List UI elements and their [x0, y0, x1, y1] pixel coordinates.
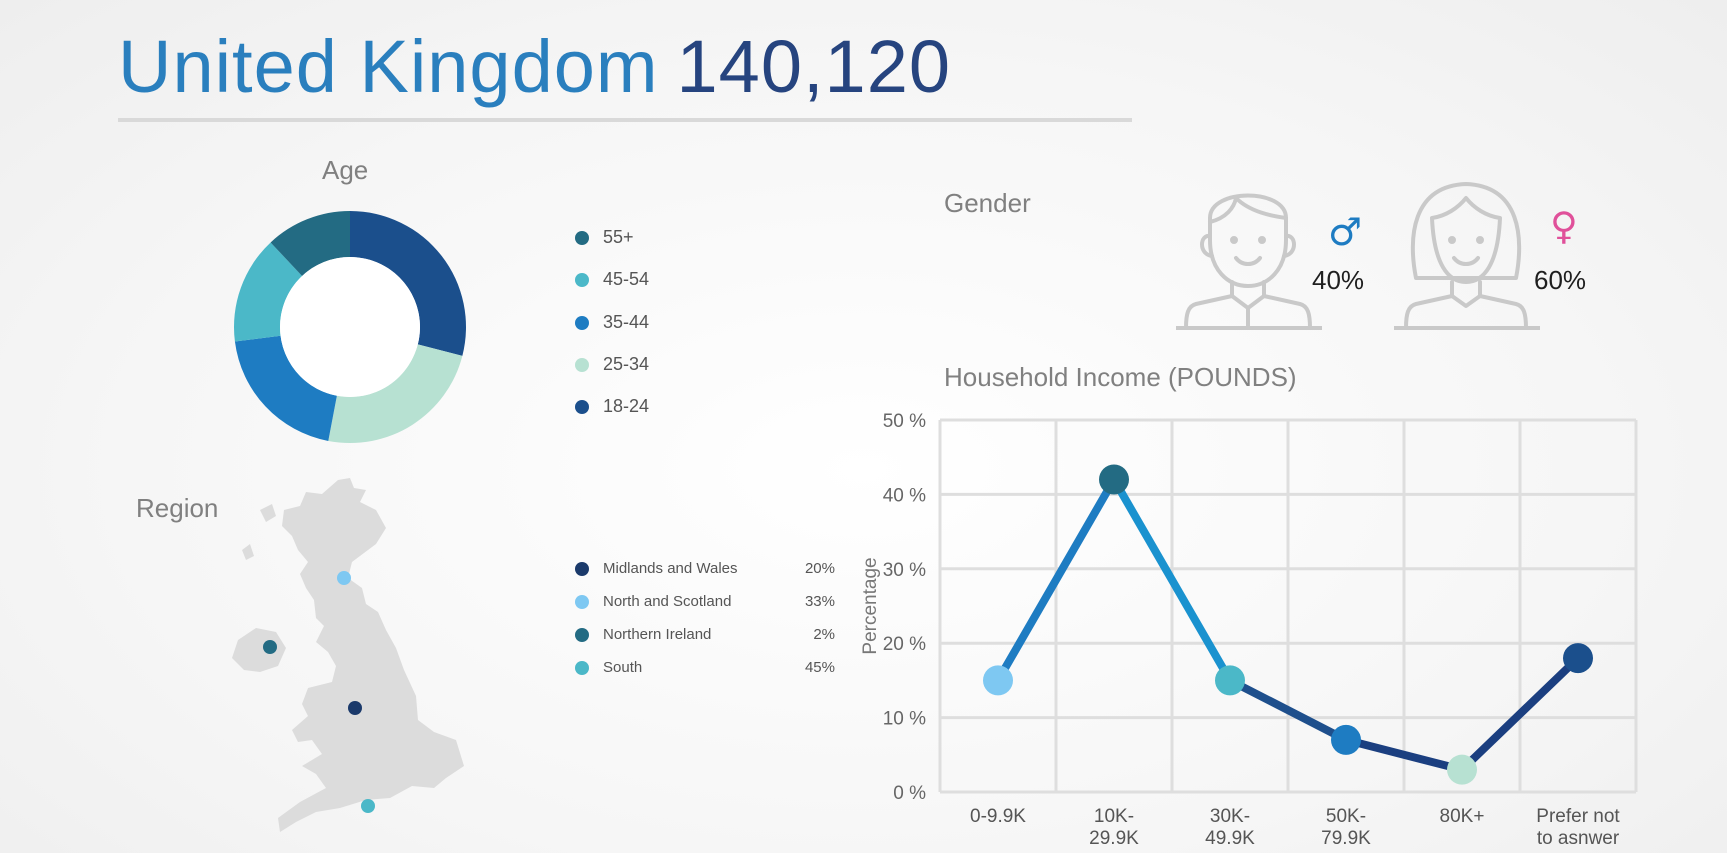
donut-hole [280, 257, 420, 397]
donut-slice-55+ [270, 211, 350, 276]
legend-dot [575, 594, 589, 609]
y-tick-label: 30 % [883, 560, 926, 581]
data-point-1 [1099, 464, 1129, 495]
region-legend-item: Northern Ireland 2% [575, 626, 837, 643]
age-legend-item: 45-54 [575, 269, 649, 290]
chart-grid [938, 418, 1638, 794]
region-marker-midlands-wales [348, 701, 362, 715]
uk-map [232, 478, 464, 832]
data-point-4 [1447, 754, 1477, 785]
legend-dot [575, 315, 589, 330]
northern-ireland-shape [232, 628, 286, 672]
legend-percent: 45% [804, 659, 835, 676]
x-tick-label: 50K-79.9K [1321, 806, 1371, 849]
legend-label: 35-44 [603, 312, 650, 332]
region-legend-item: South 45% [575, 659, 837, 676]
x-tick-label: Prefer not to asnwer [1536, 806, 1620, 849]
legend-label: South [603, 659, 643, 676]
female-avatar-icon [1394, 182, 1540, 330]
title-country: United Kingdom [118, 25, 659, 108]
series-line-segment [1342, 735, 1466, 774]
income-title: Household Income (POUNDS) [944, 362, 1297, 392]
x-tick-label: 30K-49.9K [1205, 806, 1255, 849]
female-percent: 60% [1534, 265, 1587, 295]
gender-title: Gender [944, 188, 1031, 218]
legend-dot [575, 272, 589, 287]
legend-label: 25-34 [603, 354, 650, 374]
data-point-5 [1563, 643, 1593, 674]
isles-shape [242, 504, 276, 560]
legend-label: Northern Ireland [603, 626, 712, 643]
region-legend-item: Midlands and Wales 20% [575, 560, 837, 577]
data-point-0 [983, 665, 1013, 696]
age-legend-item: 25-34 [575, 354, 649, 375]
legend-label: Midlands and Wales [603, 560, 738, 577]
legend-label: North and Scotland [603, 593, 732, 610]
y-tick-label: 0 % [893, 783, 926, 804]
title-divider [118, 118, 1132, 122]
y-tick-label: 20 % [883, 634, 926, 655]
legend-dot [575, 627, 589, 642]
region-title: Region [136, 493, 219, 523]
y-axis-label: Percentage [860, 557, 881, 654]
legend-dot [575, 399, 589, 414]
legend-dot [575, 561, 589, 576]
legend-label: 45-54 [603, 269, 650, 289]
legend-percent: 2% [813, 626, 835, 643]
legend-dot [575, 660, 589, 675]
series-line-segment [1110, 475, 1234, 685]
donut-slice-25-34 [328, 344, 463, 443]
female-symbol-icon: ♀ [1550, 204, 1578, 248]
legend-label: 55+ [603, 227, 634, 247]
male-symbol-icon: ♂ [1328, 210, 1363, 254]
age-legend-item: 35-44 [575, 312, 649, 333]
y-tick-label: 10 % [883, 709, 926, 730]
y-tick-label: 50 % [883, 411, 926, 432]
region-legend-item: North and Scotland 33% [575, 593, 837, 610]
data-point-2 [1215, 665, 1245, 696]
region-marker-northern-ireland [263, 640, 277, 654]
age-title: Age [322, 155, 369, 185]
male-percent: 40% [1312, 265, 1365, 295]
data-point-3 [1331, 724, 1361, 755]
legend-percent: 33% [804, 593, 835, 610]
page-title: United Kingdom 140,120 [118, 30, 951, 104]
legend-dot [575, 357, 589, 372]
x-tick-label: 0-9.9K [970, 806, 1026, 827]
age-legend-item: 18-24 [575, 396, 649, 417]
household-income-chart: 0 % 10 % 20 % 30 % 40 % 50 % Percentage 0-9.9K 1… [860, 411, 1638, 849]
great-britain-shape [278, 478, 464, 832]
legend-percent: 20% [804, 560, 835, 577]
series-line-segment [1458, 654, 1582, 774]
donut-slice-35-44 [234, 335, 337, 441]
age-donut-chart [234, 211, 466, 443]
x-tick-label: 10K-29.9K [1089, 806, 1139, 849]
region-marker-north-scotland [337, 571, 351, 585]
title-count: 140,120 [676, 25, 952, 108]
donut-slice-18-24 [350, 211, 466, 356]
age-legend-item: 55+ [575, 227, 634, 248]
donut-slice-45-54 [234, 242, 303, 342]
series-line-segment [1226, 676, 1350, 744]
region-marker-south [361, 799, 375, 813]
y-tick-label: 40 % [883, 485, 926, 506]
legend-label: 18-24 [603, 396, 650, 416]
male-avatar-icon [1176, 193, 1322, 330]
legend-dot [575, 230, 589, 245]
series-line-segment [994, 475, 1118, 685]
x-tick-label: 80K+ [1440, 806, 1485, 827]
